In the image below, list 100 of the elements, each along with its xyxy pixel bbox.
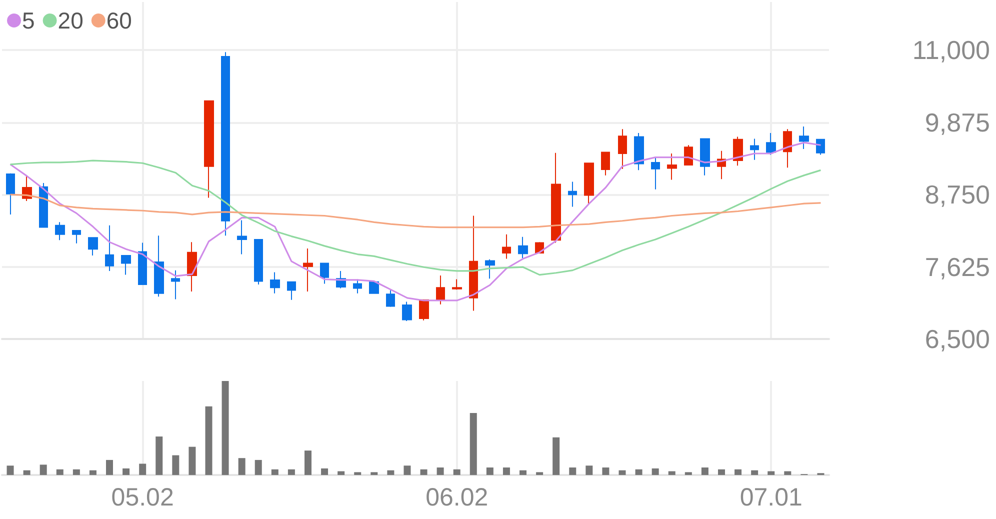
- legend-label: 20: [58, 8, 84, 34]
- candlestick: [700, 138, 710, 176]
- candlestick: [39, 182, 48, 228]
- candlestick: [618, 128, 627, 170]
- candlestick: [402, 301, 412, 322]
- bar: [420, 469, 428, 475]
- bar: [436, 467, 444, 475]
- candlestick: [601, 152, 610, 176]
- bar: [768, 471, 775, 475]
- bar: [89, 470, 96, 475]
- line-series: [9, 194, 822, 228]
- bar: [586, 466, 593, 475]
- candlestick: [518, 236, 528, 259]
- bar: [734, 469, 742, 475]
- bar: [254, 460, 262, 475]
- candlestick: [634, 132, 644, 171]
- legend-label: 5: [22, 8, 35, 34]
- candlestick: [568, 181, 577, 208]
- bar: [56, 469, 64, 475]
- bar: [520, 470, 527, 475]
- candlestick: [419, 299, 429, 321]
- candlestick: [452, 278, 462, 290]
- candlestick: [369, 281, 379, 294]
- candlestick: [667, 152, 677, 180]
- candlestick: [584, 162, 594, 204]
- bar: [370, 472, 378, 475]
- bar: [635, 469, 642, 475]
- candlestick: [221, 52, 230, 236]
- candlestick: [55, 222, 65, 241]
- candlestick: [766, 132, 776, 156]
- bar: [188, 446, 196, 475]
- bar: [718, 469, 725, 475]
- bar: [569, 467, 576, 475]
- bar: [387, 470, 394, 475]
- candlestick: [816, 138, 825, 156]
- bar: [486, 467, 494, 475]
- candlestick: [386, 290, 395, 308]
- bar: [40, 464, 47, 475]
- y-tick-label: 11,000: [912, 35, 990, 66]
- bar: [106, 460, 114, 475]
- candlestick: [187, 242, 197, 292]
- candlestick: [799, 126, 809, 150]
- bar: [354, 472, 362, 475]
- bar: [238, 458, 246, 475]
- candlestick: [320, 262, 329, 284]
- bar: [139, 464, 146, 475]
- candlestick: [154, 235, 164, 298]
- candlestick: [783, 128, 792, 168]
- bar: [404, 466, 411, 475]
- candlestick: [121, 255, 131, 276]
- candlestick: [287, 281, 296, 300]
- bar: [304, 450, 312, 475]
- candlestick: [270, 272, 280, 294]
- x-tick-label: 05.02: [111, 484, 174, 512]
- candlestick: [72, 230, 81, 244]
- candlestick: [88, 237, 98, 256]
- candlestick: [138, 242, 147, 285]
- y-tick-label: 8,750: [924, 180, 990, 210]
- candlestick: [254, 239, 263, 285]
- bar: [321, 468, 328, 475]
- candlestick: [105, 224, 114, 272]
- bar: [6, 466, 14, 475]
- bar: [751, 470, 758, 475]
- candlestick: [353, 278, 362, 294]
- y-tick-label: 7,625: [924, 252, 990, 282]
- bar: [72, 469, 80, 475]
- candlestick: [684, 144, 693, 166]
- candlestick: [502, 234, 511, 260]
- bar: [172, 455, 180, 475]
- bar: [453, 469, 460, 475]
- bar: [122, 468, 130, 475]
- bar: [222, 381, 229, 475]
- bar: [338, 471, 345, 475]
- bar: [288, 469, 295, 475]
- legend-label: 60: [106, 8, 132, 34]
- candlestick: [651, 157, 660, 190]
- candlestick: [551, 152, 561, 244]
- bar: [701, 467, 708, 475]
- candlestick: [436, 274, 445, 305]
- x-tick-label: 07.01: [740, 484, 802, 512]
- candlestick: [750, 138, 759, 160]
- bar: [552, 437, 560, 475]
- bar: [652, 468, 659, 475]
- bar: [205, 406, 212, 475]
- bar: [536, 472, 544, 475]
- bar: [618, 470, 626, 475]
- bar: [784, 471, 792, 475]
- candlestick: [733, 136, 743, 166]
- bar: [271, 469, 278, 475]
- candlestick: [237, 220, 247, 255]
- line-series: [9, 142, 822, 302]
- y-tick-label: 9,875: [924, 107, 990, 138]
- candlestick: [303, 248, 313, 292]
- candlestick: [171, 270, 180, 300]
- bar: [684, 472, 692, 475]
- bar: [668, 471, 676, 475]
- line-series: [9, 160, 822, 276]
- candlestick: [204, 100, 214, 198]
- y-tick-label: 6,500: [924, 324, 990, 354]
- candlestick: [6, 172, 15, 215]
